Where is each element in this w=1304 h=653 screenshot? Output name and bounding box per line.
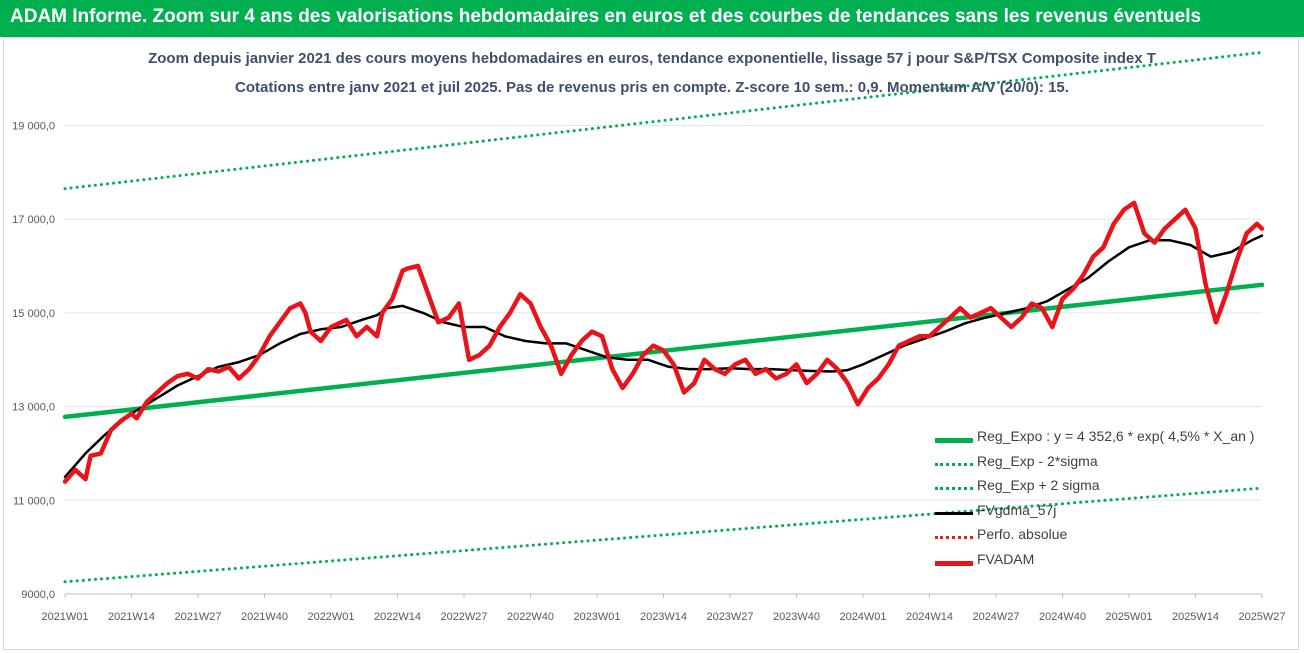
x-tick-label: 2025W01 bbox=[1105, 611, 1152, 623]
x-tick-label: 2022W14 bbox=[374, 611, 421, 623]
banner-title: ADAM Informe. Zoom sur 4 ans des valoris… bbox=[10, 6, 1202, 27]
y-axis: 9000,0 11 000,0 13 000,0 15 000,0 17 000,0 19… bbox=[12, 121, 55, 602]
y-tick-label: 11 000,0 bbox=[13, 495, 55, 507]
legend-label: FVgdma_57j bbox=[977, 501, 1057, 518]
x-axis: 2021W01 2021W14 2021W27 2021W40 2022W01 2022W… bbox=[41, 593, 1286, 623]
legend-swatch bbox=[935, 560, 973, 566]
chart-subtitle: Cotations entre janv 2021 et juil 2025. … bbox=[235, 79, 1069, 96]
x-tick-label: 2024W14 bbox=[906, 611, 953, 623]
x-tick-label: 2025W27 bbox=[1238, 611, 1285, 623]
y-tick-label: 15 000,0 bbox=[12, 308, 55, 320]
x-tick-label: 2022W01 bbox=[307, 611, 354, 623]
legend-swatch bbox=[935, 487, 973, 490]
legend-label: Reg_Expo : y = 4 352,6 * exp( 4,5% * X_a… bbox=[977, 428, 1255, 444]
x-tick-label: 2023W40 bbox=[773, 611, 820, 623]
series-line-3 bbox=[63, 50, 1264, 191]
y-tick-label: 13 000,0 bbox=[12, 402, 55, 414]
legend-label: FVADAM bbox=[977, 550, 1035, 567]
legend-label: Perfo. absolue bbox=[977, 526, 1068, 542]
chart-title: Zoom depuis janvier 2021 des cours moyen… bbox=[148, 50, 1156, 67]
legend-swatch bbox=[935, 511, 973, 515]
x-tick-label: 2021W14 bbox=[108, 611, 155, 623]
x-tick-label: 2025W14 bbox=[1172, 611, 1219, 623]
x-tick-label: 2023W01 bbox=[573, 611, 620, 623]
x-tick-label: 2024W40 bbox=[1039, 611, 1086, 623]
x-tick-label: 2021W27 bbox=[174, 611, 221, 623]
legend-swatch bbox=[935, 462, 973, 466]
legend-swatch bbox=[935, 536, 973, 539]
x-tick-label: 2022W40 bbox=[507, 611, 554, 623]
report-banner: ADAM Informe. Zoom sur 4 ans des valoris… bbox=[0, 0, 1304, 37]
x-tick-label: 2024W27 bbox=[972, 611, 1019, 623]
x-tick-label: 2021W40 bbox=[241, 611, 288, 623]
x-tick-label: 2023W27 bbox=[706, 611, 753, 623]
y-tick-label: 19 000,0 bbox=[12, 121, 55, 133]
grid-lines bbox=[65, 125, 1262, 501]
series-line-2 bbox=[63, 486, 1264, 584]
series-group bbox=[62, 50, 1265, 584]
x-tick-label: 2021W01 bbox=[41, 611, 88, 623]
series-line-6 bbox=[62, 200, 1265, 484]
x-tick-label: 2024W01 bbox=[839, 611, 886, 623]
chart-frame bbox=[3, 37, 1299, 650]
legend-swatch bbox=[935, 438, 973, 443]
legend-label: Reg_Exp + 2 sigma bbox=[977, 477, 1100, 493]
legend-label: Reg_Exp - 2*sigma bbox=[977, 452, 1098, 469]
x-tick-label: 2022W27 bbox=[440, 611, 487, 623]
x-tick-label: 2023W14 bbox=[640, 611, 687, 623]
y-tick-label: 17 000,0 bbox=[12, 214, 55, 226]
y-tick-label: 9000,0 bbox=[21, 589, 55, 601]
